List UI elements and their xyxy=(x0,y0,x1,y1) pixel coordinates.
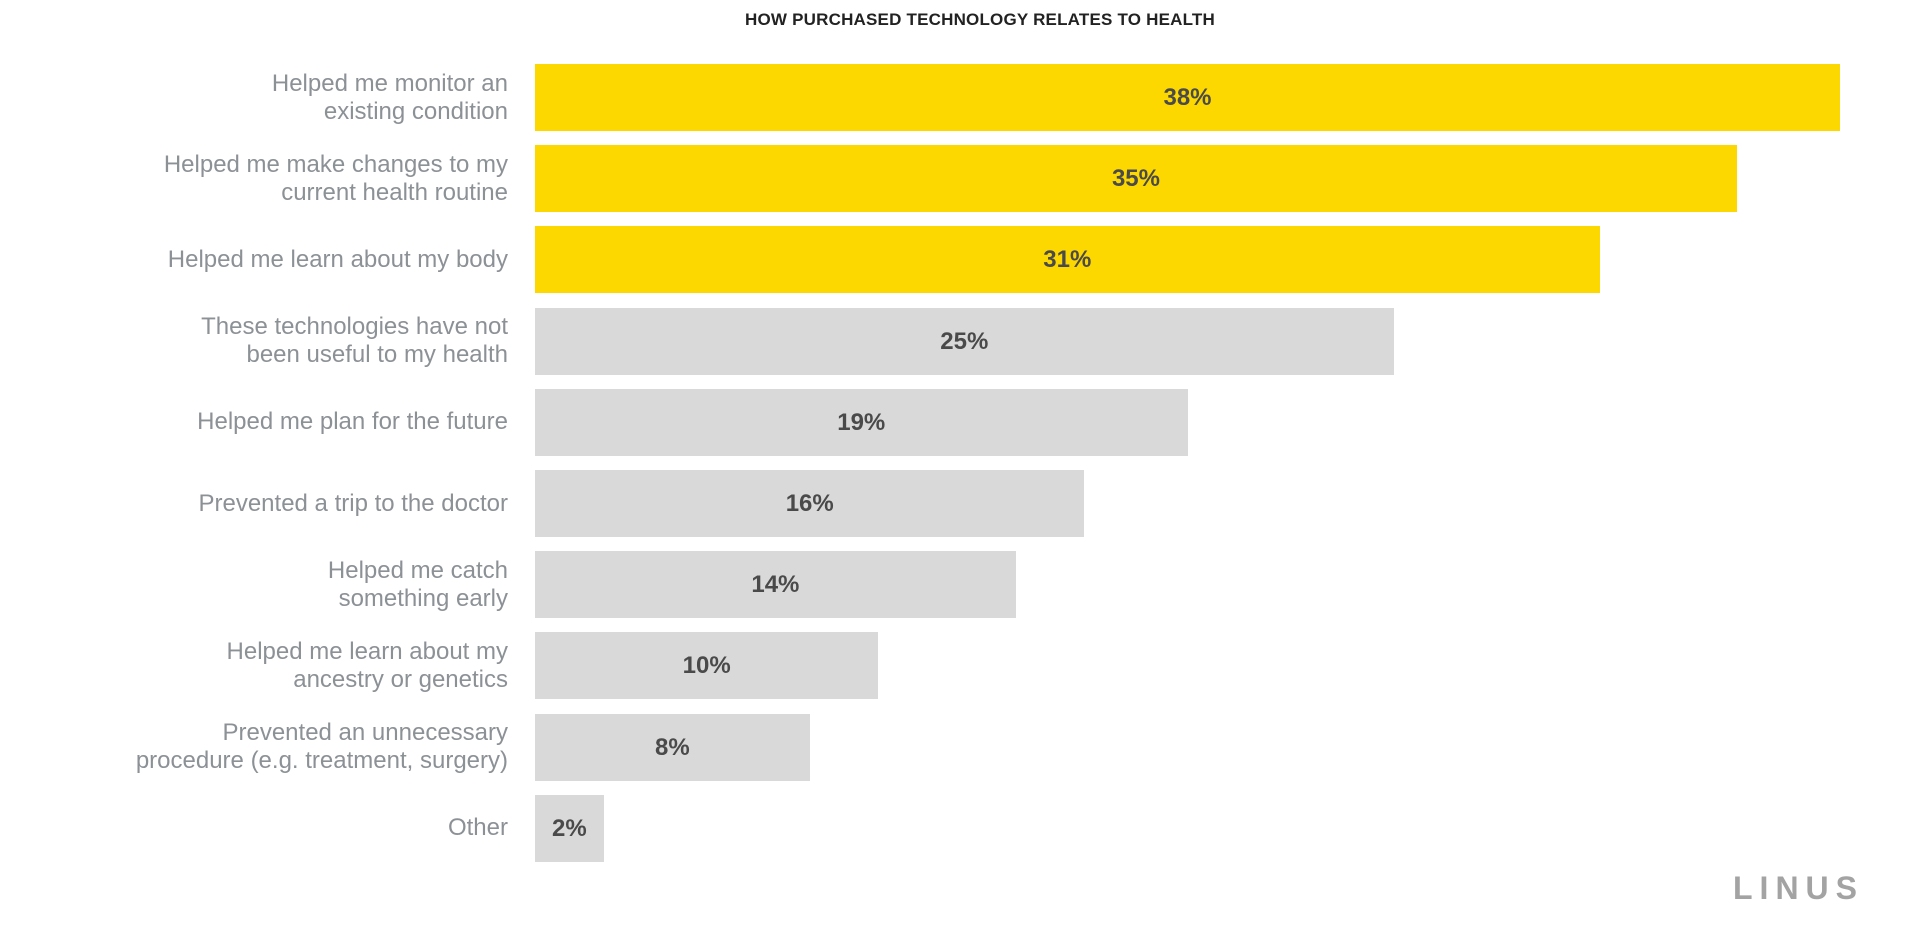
data-label: 19% xyxy=(837,408,886,436)
bar xyxy=(535,794,604,862)
category-label: Helped me monitor an existing condition xyxy=(271,69,508,125)
category-label: Prevented a trip to the doctor xyxy=(198,489,508,517)
bar xyxy=(535,713,810,781)
category-label: Helped me learn about my body xyxy=(167,245,508,273)
bar xyxy=(535,388,1188,456)
bar xyxy=(535,632,879,700)
category-label: Helped me make changes to my current heal… xyxy=(163,150,508,206)
category-label: These technologies have not been useful t… xyxy=(201,313,508,369)
bar xyxy=(535,551,1016,619)
data-label: 31% xyxy=(1043,246,1092,274)
data-label: 8% xyxy=(655,733,690,761)
data-label: 35% xyxy=(1111,165,1160,193)
category-label: Other xyxy=(447,814,508,842)
category-label: Prevented an unnecessary procedure (e.g. … xyxy=(135,719,508,775)
chart-title: HOW PURCHASED TECHNOLOGY RELATES TO HEAL… xyxy=(745,10,1215,29)
category-label: Helped me catch something early xyxy=(327,556,508,612)
data-label: 38% xyxy=(1163,84,1212,111)
data-label: 16% xyxy=(785,490,834,517)
data-label: 14% xyxy=(751,571,800,599)
data-label: 2% xyxy=(551,814,587,842)
data-label: 25% xyxy=(940,327,989,355)
linus-logo: LINUS xyxy=(1733,870,1864,906)
bar xyxy=(535,470,1085,537)
bar xyxy=(535,64,1840,131)
bar xyxy=(535,226,1600,294)
category-label: Helped me plan for the future xyxy=(197,408,508,436)
data-label: 10% xyxy=(682,652,731,680)
category-label: Helped me learn about my ancestry or gene… xyxy=(226,637,508,693)
bar xyxy=(535,307,1394,375)
bar xyxy=(535,145,1737,213)
